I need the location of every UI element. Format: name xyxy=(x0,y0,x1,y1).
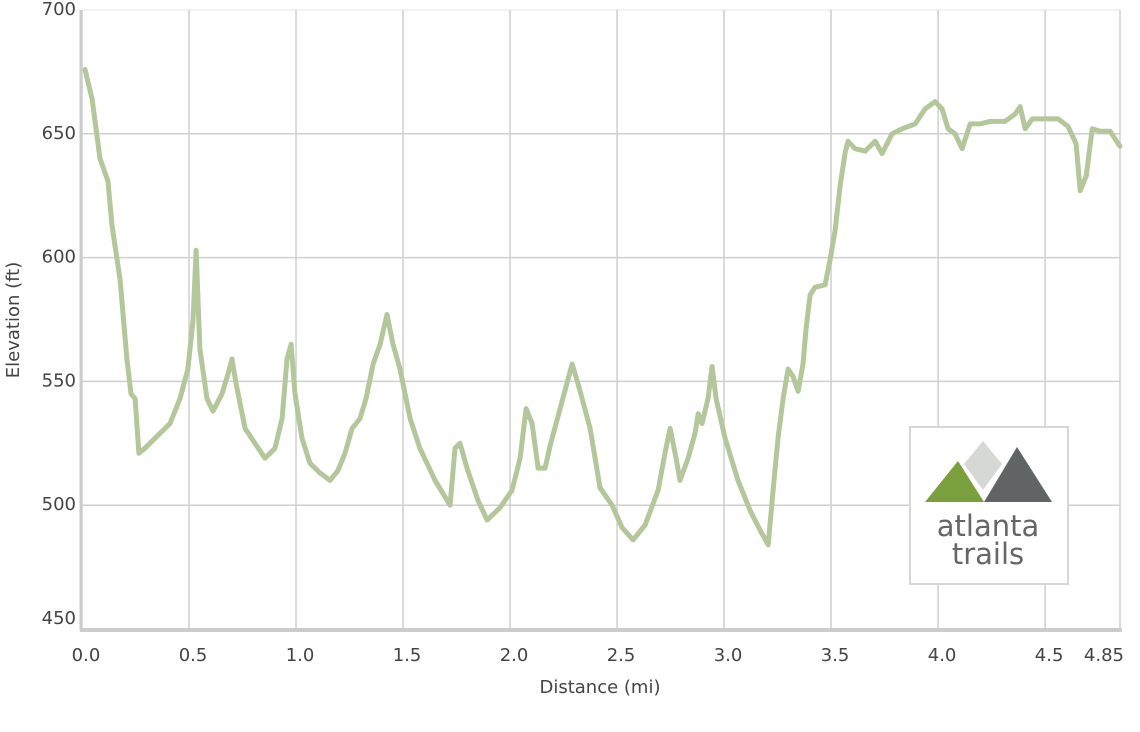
y-tick-label: 650 xyxy=(42,123,76,144)
x-tick-label: 0.5 xyxy=(179,645,208,666)
x-tick-label: 4.5 xyxy=(1035,645,1064,666)
logo-peak xyxy=(964,441,1002,490)
logo-text: atlanta xyxy=(937,509,1040,543)
x-tick-label: 1.0 xyxy=(286,645,315,666)
y-tick-label: 500 xyxy=(42,494,76,515)
x-tick-label: 2.5 xyxy=(607,645,636,666)
y-tick-label: 700 xyxy=(42,0,76,20)
logo: atlanta trails xyxy=(909,426,1069,585)
y-axis-label: Elevation (ft) xyxy=(3,262,24,378)
logo-text: trails xyxy=(952,537,1024,571)
x-tick-label: 4.85 xyxy=(1084,645,1124,666)
x-tick-label: 3.5 xyxy=(821,645,850,666)
x-tick-label: 0.0 xyxy=(72,645,101,666)
x-tick-label: 3.0 xyxy=(714,645,743,666)
y-tick-label: 600 xyxy=(42,247,76,268)
logo-peak xyxy=(925,461,984,502)
y-tick-label: 550 xyxy=(42,370,76,391)
x-tick-label: 4.0 xyxy=(928,645,957,666)
x-axis-label: Distance (mi) xyxy=(539,677,660,698)
logo-peak xyxy=(984,447,1052,502)
x-tick-label: 1.5 xyxy=(393,645,422,666)
x-tick-label: 2.0 xyxy=(500,645,529,666)
y-tick-label: 450 xyxy=(42,608,76,629)
elevation-line xyxy=(82,66,1123,548)
